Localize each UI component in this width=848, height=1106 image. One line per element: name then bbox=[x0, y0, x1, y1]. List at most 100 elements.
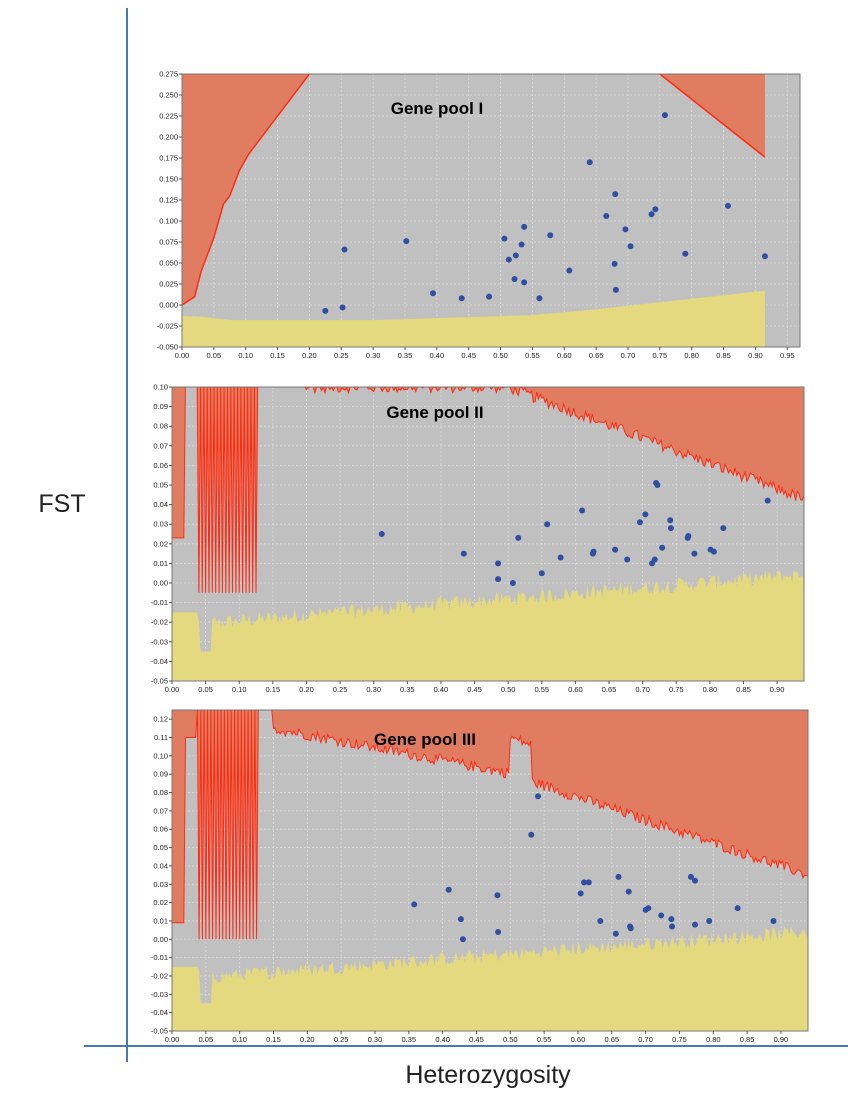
x-tick-label: 0.40 bbox=[430, 351, 445, 360]
y-tick-label: 0.07 bbox=[153, 806, 168, 815]
plot-border bbox=[171, 386, 805, 682]
y-tick-label: 0.04 bbox=[153, 861, 168, 870]
upper-envelope-line bbox=[172, 710, 808, 940]
lower-envelope bbox=[182, 290, 765, 347]
data-point bbox=[725, 202, 732, 209]
panel-gene-pool-1: 0.00 0.05 0.10 0.15 0.20 0.25 0.30 0.35 0.40 0.45… bbox=[157, 70, 801, 360]
figure-y-label: FST bbox=[38, 490, 85, 518]
x-tick-label: 0.90 bbox=[770, 685, 785, 694]
y-tick-label: 0.125 bbox=[159, 196, 178, 205]
y-tick-label: 0.05 bbox=[153, 843, 168, 852]
data-point bbox=[667, 525, 674, 532]
x-tick-label: 0.90 bbox=[774, 1035, 789, 1044]
data-point bbox=[515, 534, 522, 541]
data-point bbox=[378, 531, 385, 537]
data-point bbox=[458, 295, 465, 302]
upper-envelope-left bbox=[182, 74, 310, 305]
y-tick-label: -0.03 bbox=[151, 637, 168, 646]
data-point bbox=[403, 238, 410, 245]
y-tick-label: -0.04 bbox=[151, 657, 168, 666]
y-tick-label: 0.03 bbox=[153, 880, 168, 889]
y-tick-label: 0.025 bbox=[159, 280, 178, 289]
x-tick-label: 0.90 bbox=[748, 351, 763, 360]
data-point bbox=[512, 252, 519, 259]
y-tick-label: -0.03 bbox=[151, 990, 168, 999]
x-tick-label: 0.95 bbox=[780, 351, 795, 360]
y-tick-label: 0.07 bbox=[153, 441, 168, 450]
x-tick-label: 0.35 bbox=[398, 351, 413, 360]
data-point bbox=[411, 901, 418, 908]
data-point bbox=[459, 936, 466, 943]
x-tick-label: 0.05 bbox=[198, 685, 213, 694]
x-tick-label: 0.55 bbox=[534, 685, 549, 694]
x-tick-label: 0.45 bbox=[461, 351, 476, 360]
data-point bbox=[341, 246, 348, 253]
data-point bbox=[566, 267, 573, 274]
x-tick-label: 0.55 bbox=[537, 1035, 552, 1044]
data-point bbox=[648, 211, 655, 218]
y-tick-label: 0.10 bbox=[153, 751, 168, 760]
x-tick-label: 0.00 bbox=[165, 685, 180, 694]
y-tick-label: 0.00 bbox=[153, 579, 168, 588]
data-point bbox=[692, 877, 699, 884]
x-tick-label: 0.60 bbox=[568, 685, 583, 694]
x-tick-label: 0.50 bbox=[503, 1035, 518, 1044]
data-point bbox=[495, 560, 502, 567]
y-tick-label: 0.10 bbox=[153, 383, 168, 392]
x-tick-label: 0.25 bbox=[334, 1035, 349, 1044]
x-tick-label: 0.10 bbox=[232, 685, 247, 694]
x-tick-label: 0.05 bbox=[199, 1035, 214, 1044]
y-tick-label: -0.01 bbox=[151, 598, 168, 607]
x-tick-label: 0.30 bbox=[366, 351, 381, 360]
data-point bbox=[536, 295, 543, 302]
y-tick-label: 0.000 bbox=[159, 301, 178, 310]
y-tick-label: -0.025 bbox=[157, 322, 178, 331]
y-tick-label: 0.075 bbox=[159, 238, 178, 247]
x-tick-label: 0.75 bbox=[672, 1035, 687, 1044]
data-point bbox=[521, 279, 528, 286]
data-point bbox=[322, 307, 329, 314]
y-tick-label: -0.02 bbox=[151, 971, 168, 980]
y-tick-label: 0.03 bbox=[153, 520, 168, 529]
x-tick-label: 0.70 bbox=[638, 1035, 653, 1044]
data-point bbox=[659, 544, 666, 551]
data-point bbox=[611, 260, 618, 267]
data-point bbox=[509, 580, 516, 586]
x-tick-label: 0.00 bbox=[165, 1035, 180, 1044]
data-point bbox=[652, 206, 659, 213]
panel-title: Gene pool I bbox=[391, 99, 484, 118]
data-point bbox=[720, 525, 727, 532]
data-point bbox=[622, 226, 629, 233]
x-tick-label: 0.55 bbox=[525, 351, 540, 360]
x-tick-label: 0.05 bbox=[207, 351, 222, 360]
data-point bbox=[544, 521, 551, 528]
data-point bbox=[494, 892, 501, 899]
y-tick-label: 0.09 bbox=[153, 770, 168, 779]
data-point bbox=[495, 576, 502, 583]
data-point bbox=[457, 916, 464, 923]
x-tick-label: 0.20 bbox=[302, 351, 317, 360]
data-point bbox=[692, 921, 699, 928]
lower-envelope bbox=[172, 569, 804, 681]
x-tick-label: 0.70 bbox=[635, 685, 650, 694]
y-tick-label: 0.225 bbox=[159, 112, 178, 121]
x-tick-label: 0.65 bbox=[589, 351, 604, 360]
data-point bbox=[667, 517, 674, 524]
figure-x-label: Heterozygosity bbox=[405, 1061, 571, 1089]
data-point bbox=[538, 570, 545, 577]
y-tick-label: -0.050 bbox=[157, 343, 178, 352]
data-point bbox=[706, 917, 713, 924]
data-point bbox=[521, 223, 528, 230]
data-point bbox=[460, 550, 467, 557]
data-point bbox=[590, 548, 597, 555]
y-tick-label: 0.06 bbox=[153, 825, 168, 834]
y-tick-label: 0.11 bbox=[154, 733, 168, 742]
data-point bbox=[581, 879, 588, 886]
plot-content bbox=[172, 710, 808, 1031]
x-tick-label: 0.40 bbox=[434, 685, 449, 694]
data-point bbox=[612, 191, 619, 198]
y-tick-label: 0.200 bbox=[159, 133, 178, 142]
x-tick-label: 0.65 bbox=[602, 685, 617, 694]
